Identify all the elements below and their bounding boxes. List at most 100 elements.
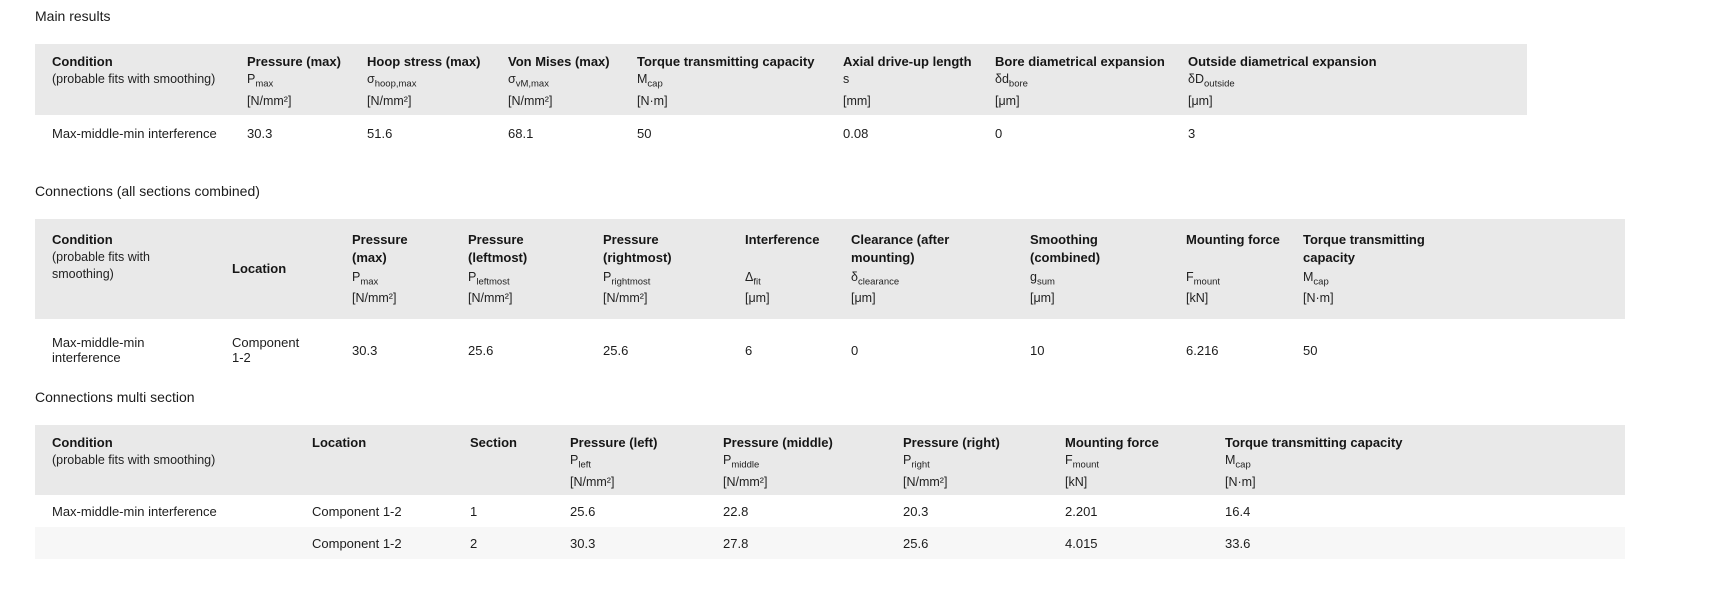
table-cell: 2.201 — [1065, 503, 1098, 519]
column-title: Torque transmitting capacity — [1303, 232, 1425, 265]
column-symbol: σhoop,max — [367, 72, 417, 90]
column-header-hoop-stress: Hoop stress (max) σhoop,max [N/mm²] — [350, 44, 491, 115]
column-header-mounting-force: Mounting force Fmount [kN] — [1169, 219, 1286, 319]
column-unit: [N/mm²] — [570, 474, 615, 489]
column-symbol: Mcap — [1225, 453, 1251, 471]
column-title: Pressure (rightmost) — [603, 232, 672, 265]
column-unit: [μm] — [995, 93, 1020, 108]
column-unit: [μm] — [1030, 291, 1055, 305]
connections-multi-section-table: Condition (probable fits with smoothing)… — [35, 425, 1625, 559]
column-header-torque-capacity: Torque transmitting capacity Mcap [N·m] — [620, 44, 826, 115]
table-cell: 6 — [745, 342, 753, 358]
column-title: Clearance (after mounting) — [851, 232, 950, 265]
column-title: Bore diametrical expansion — [995, 54, 1165, 69]
column-symbol: δdbore — [995, 72, 1028, 90]
column-symbol: δDoutside — [1188, 72, 1235, 90]
column-symbol: Fmount — [1186, 269, 1221, 288]
table-cell: 0.08 — [843, 125, 869, 141]
column-unit: [μm] — [1188, 93, 1213, 108]
column-title: Torque transmitting capacity — [1225, 435, 1403, 450]
column-symbol: Prightmost — [603, 269, 651, 288]
column-header-condition: Condition (probable fits with smoothing) — [35, 219, 215, 319]
column-header-torque-capacity: Torque transmitting capacity Mcap [N·m] — [1208, 425, 1625, 495]
table-cell: 6.216 — [1186, 342, 1219, 358]
column-header-interference: Interference Δfit [μm] — [728, 219, 834, 319]
column-header-torque-capacity: Torque transmitting capacity Mcap [N·m] — [1286, 219, 1625, 319]
column-title: Mounting force — [1186, 232, 1280, 247]
connections-combined-table: Condition (probable fits with smoothing)… — [35, 219, 1625, 381]
column-unit: [μm] — [851, 291, 876, 305]
column-symbol: σvM,max — [508, 72, 549, 90]
column-header-condition: Condition (probable fits with smoothing) — [35, 44, 230, 115]
table-cell: 25.6 — [468, 342, 494, 358]
column-symbol: s — [843, 72, 850, 86]
table-cell: Max-middle-min interference — [52, 125, 217, 141]
column-title: Interference — [745, 232, 820, 247]
table-cell: 27.8 — [706, 527, 886, 559]
table-cell: 25.6 — [886, 527, 1048, 559]
table-row: Component 1-2 2 30.3 27.8 25.6 4.015 33.… — [35, 527, 1625, 559]
column-symbol: gsum — [1030, 269, 1055, 288]
column-header-smoothing: Smoothing (combined) gsum [μm] — [1013, 219, 1169, 319]
column-unit: [N/mm²] — [352, 291, 397, 305]
column-symbol: Mcap — [637, 72, 663, 90]
table-cell: Component 1-2 — [295, 527, 453, 559]
table-cell: 51.6 — [367, 125, 393, 141]
main-results-table: Condition (probable fits with smoothing)… — [35, 44, 1527, 151]
table-row: Max-middle-min interference Component 1-… — [35, 319, 1625, 381]
table-cell: 10 — [1030, 342, 1045, 358]
column-unit: [N/mm²] — [508, 93, 553, 108]
column-title: Von Mises (max) — [508, 54, 610, 69]
section-title-connections-multi: Connections multi section — [35, 389, 195, 405]
column-symbol: Pright — [903, 453, 930, 471]
column-title: Location — [232, 261, 287, 276]
column-title: Pressure (middle) — [723, 435, 833, 450]
column-symbol: δclearance — [851, 269, 900, 288]
table-row: Max-middle-min interference 30.3 51.6 68… — [35, 115, 1527, 151]
table-cell: 0 — [851, 342, 859, 358]
column-header-pressure-left: Pressure (left) Pleft [N/mm²] — [553, 425, 706, 495]
header-row: Condition (probable fits with smoothing)… — [35, 44, 1527, 115]
column-unit: [N/mm²] — [603, 291, 648, 305]
column-unit: [N/mm²] — [247, 93, 292, 108]
table-cell: 30.3 — [247, 125, 273, 141]
table-cell: 30.3 — [352, 342, 378, 358]
column-header-pressure-max: Pressure (max) Pmax [N/mm²] — [230, 44, 350, 115]
table-cell: 50 — [637, 125, 652, 141]
table-cell: 25.6 — [570, 503, 596, 519]
table-cell: 20.3 — [903, 503, 929, 519]
column-header-axial-driveup: Axial drive-up length s [mm] — [826, 44, 978, 115]
column-header-pressure-middle: Pressure (middle) Pmiddle [N/mm²] — [706, 425, 886, 495]
column-title: Pressure (max) — [352, 232, 408, 265]
column-title: Section — [470, 435, 517, 450]
column-unit: [N/mm²] — [367, 93, 412, 108]
column-header-pressure-rightmost: Pressure (rightmost) Prightmost [N/mm²] — [586, 219, 728, 319]
table-cell: 1 — [470, 503, 478, 519]
table-cell: 0 — [995, 125, 1003, 141]
column-unit: [μm] — [745, 291, 770, 305]
column-title: Axial drive-up length — [843, 54, 972, 69]
column-subtitle: (probable fits with smoothing) — [52, 453, 216, 467]
column-unit: [kN] — [1065, 474, 1088, 489]
table-cell: 3 — [1188, 125, 1196, 141]
column-symbol: Pmax — [352, 269, 379, 288]
column-header-pressure-leftmost: Pressure (leftmost) Pleftmost [N/mm²] — [451, 219, 586, 319]
table-cell — [35, 527, 295, 559]
column-symbol: Mcap — [1303, 269, 1329, 288]
column-header-outside-expansion: Outside diametrical expansion δDoutside … — [1171, 44, 1527, 115]
column-subtitle: (probable fits with smoothing) — [52, 72, 216, 86]
column-unit: [N·m] — [1225, 474, 1256, 489]
column-symbol: Pmiddle — [723, 453, 760, 471]
table-cell: 22.8 — [723, 503, 749, 519]
column-subtitle: (probable fits with smoothing) — [52, 250, 150, 281]
spacer — [35, 151, 1725, 183]
header-row: Condition (probable fits with smoothing)… — [35, 219, 1625, 319]
column-title: Pressure (right) — [903, 435, 1000, 450]
table-row: Max-middle-min interference Component 1-… — [35, 495, 1625, 527]
table-cell: Component 1-2 — [312, 503, 402, 519]
column-title: Smoothing (combined) — [1030, 232, 1101, 265]
table-cell: 30.3 — [553, 527, 706, 559]
column-header-bore-expansion: Bore diametrical expansion δdbore [μm] — [978, 44, 1171, 115]
table-cell: 25.6 — [603, 342, 629, 358]
column-unit: [N·m] — [1303, 291, 1334, 305]
